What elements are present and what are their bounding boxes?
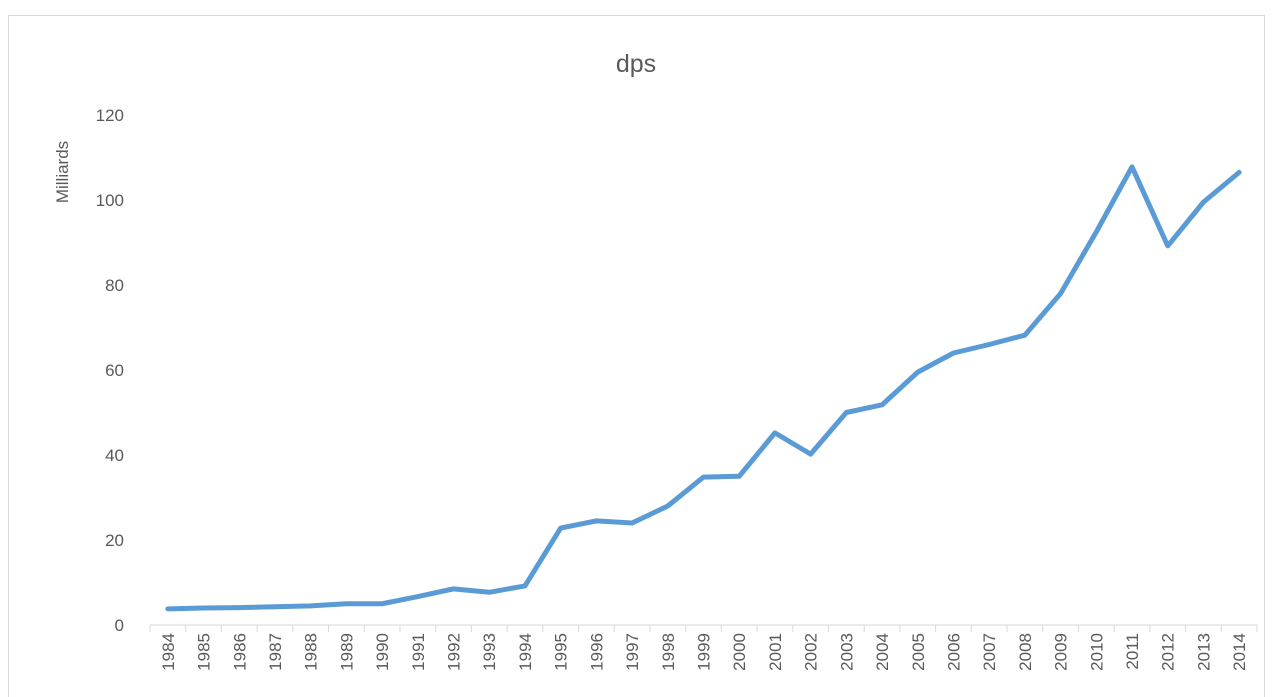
x-tick-label: 1994 [516, 633, 535, 671]
y-tick-label: 80 [105, 276, 124, 295]
x-tick-label: 1997 [623, 633, 642, 671]
x-tick-label: 1990 [373, 633, 392, 671]
x-tick-label: 1995 [552, 633, 571, 671]
x-tick-label: 1987 [266, 633, 285, 671]
x-tick-label: 1991 [409, 633, 428, 671]
x-tick-label: 1986 [230, 633, 249, 671]
x-tick-label: 2013 [1194, 633, 1213, 671]
y-tick-label: 60 [105, 361, 124, 380]
x-tick-label: 2011 [1123, 633, 1142, 670]
y-tick-label: 120 [96, 106, 124, 125]
y-tick-label: 40 [105, 446, 124, 465]
x-tick-label: 1984 [159, 633, 178, 671]
x-tick-label: 1998 [659, 633, 678, 671]
x-tick-label: 2010 [1087, 633, 1106, 671]
x-tick-label: 2007 [980, 633, 999, 671]
x-tick-label: 2008 [1016, 633, 1035, 671]
data-line [165, 164, 1242, 612]
y-axis-label: Milliards [53, 141, 72, 203]
x-tick-label: 2004 [873, 633, 892, 671]
x-tick-label: 1999 [695, 633, 714, 671]
x-tick-label: 2005 [909, 633, 928, 671]
x-tick-label: 1992 [445, 633, 464, 671]
x-tick-label: 1996 [587, 633, 606, 671]
x-tick-label: 2012 [1159, 633, 1178, 671]
x-tick-label: 2006 [944, 633, 963, 671]
x-tick-label: 2002 [802, 633, 821, 671]
chart-border [8, 15, 1265, 697]
chart-title: dps [616, 50, 656, 78]
x-tick-label: 2000 [730, 633, 749, 671]
x-tick-label: 2001 [766, 633, 785, 671]
x-tick-label: 1989 [337, 633, 356, 671]
y-tick-label: 100 [96, 191, 124, 210]
x-tick-label: 1988 [302, 633, 321, 671]
x-tick-label: 1985 [195, 633, 214, 671]
x-tick-label: 1993 [480, 633, 499, 671]
x-tick-label: 2014 [1230, 633, 1249, 671]
y-tick-label: 0 [115, 616, 124, 635]
x-tick-label: 2009 [1052, 633, 1071, 671]
y-tick-label: 20 [105, 531, 124, 550]
x-tick-label: 2003 [837, 633, 856, 671]
